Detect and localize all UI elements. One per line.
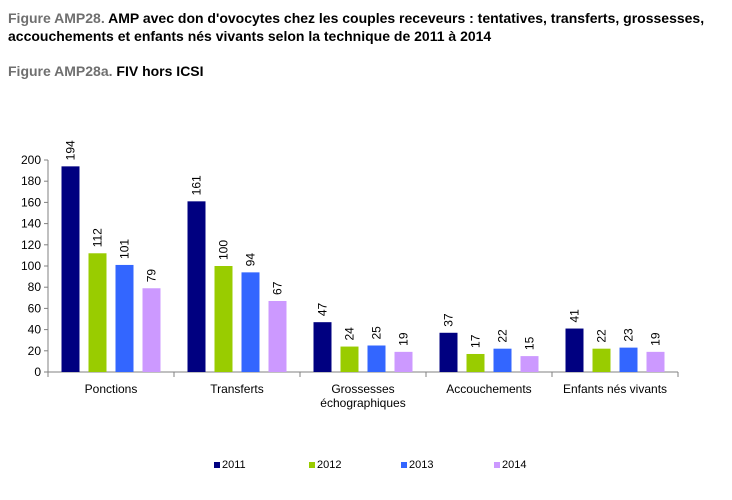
category-label: Transferts — [210, 382, 264, 396]
bar-2013 — [241, 272, 260, 372]
subtitle-prefix: Figure AMP28a. — [8, 63, 113, 79]
bar-2013 — [367, 345, 386, 372]
bar-2014 — [142, 288, 161, 372]
bar-2014 — [646, 351, 665, 372]
data-label: 79 — [145, 269, 159, 283]
y-tick-label: 0 — [34, 365, 41, 379]
bar-2013 — [493, 348, 512, 372]
y-tick-label: 100 — [21, 259, 41, 273]
legend-swatch-2013 — [401, 462, 407, 468]
y-tick-label: 160 — [21, 195, 41, 209]
y-tick-label: 80 — [28, 280, 42, 294]
y-tick-label: 180 — [21, 174, 41, 188]
legend-label: 2012 — [317, 459, 341, 471]
legend-label: 2011 — [222, 459, 246, 471]
legend-swatch-2012 — [309, 462, 315, 468]
y-tick-label: 200 — [21, 153, 41, 167]
data-label: 194 — [64, 140, 78, 160]
data-label: 47 — [316, 303, 330, 317]
legend-label: 2013 — [409, 459, 433, 471]
data-label: 112 — [91, 228, 105, 247]
bar-2011 — [187, 201, 206, 372]
chart-title: Figure AMP28. AMP avec don d'ovocytes ch… — [8, 9, 724, 45]
data-label: 19 — [397, 332, 411, 346]
data-label: 161 — [190, 175, 204, 195]
data-label: 37 — [442, 313, 456, 327]
y-tick-label: 60 — [28, 301, 42, 315]
legend-swatch-2014 — [494, 462, 500, 468]
legend-swatch-2011 — [214, 462, 220, 468]
title-text: AMP avec don d'ovocytes chez les couples… — [8, 10, 705, 44]
data-label: 100 — [217, 240, 231, 260]
data-label: 15 — [523, 336, 537, 350]
data-label: 22 — [496, 329, 510, 343]
data-label: 24 — [343, 327, 357, 341]
category-label: Grossesses échographiques — [320, 382, 405, 410]
category-label: Ponctions — [85, 382, 138, 396]
bar-2013 — [115, 264, 134, 372]
y-tick-label: 140 — [21, 217, 41, 231]
subtitle-text: FIV hors ICSI — [116, 63, 204, 79]
legend-label: 2014 — [502, 459, 526, 471]
category-label: Enfants nés vivants — [563, 382, 667, 396]
category-label: Accouchements — [446, 382, 531, 396]
data-label: 17 — [469, 334, 483, 348]
data-label: 41 — [568, 309, 582, 323]
bar-2012 — [340, 346, 359, 372]
chart-subtitle: Figure AMP28a. FIV hors ICSI — [8, 62, 204, 80]
data-label: 67 — [271, 281, 285, 295]
bar-2012 — [214, 266, 233, 372]
bar-2011 — [565, 328, 584, 372]
y-tick-label: 120 — [21, 238, 41, 252]
bar-2013 — [619, 347, 638, 372]
data-label: 25 — [370, 326, 384, 340]
data-label: 101 — [118, 239, 132, 259]
bar-2014 — [394, 351, 413, 372]
bar-2014 — [520, 356, 539, 372]
bar-2014 — [268, 300, 287, 372]
bar-2012 — [88, 253, 107, 372]
y-tick-label: 40 — [28, 323, 42, 337]
data-label: 94 — [244, 253, 258, 267]
y-tick-label: 20 — [28, 344, 42, 358]
bar-2012 — [592, 348, 611, 372]
bar-2012 — [466, 353, 485, 372]
data-label: 23 — [622, 328, 636, 342]
bar-2011 — [439, 332, 458, 372]
data-label: 22 — [595, 329, 609, 343]
data-label: 19 — [649, 332, 663, 346]
bar-2011 — [313, 322, 332, 372]
bar-2011 — [61, 166, 80, 372]
title-prefix: Figure AMP28. — [8, 10, 105, 26]
